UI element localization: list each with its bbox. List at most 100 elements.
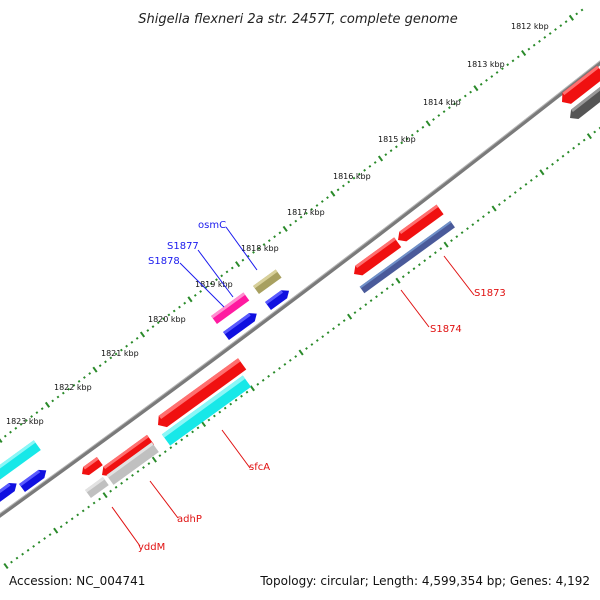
inner-tick-mark — [407, 271, 411, 275]
outer-tick-mark — [139, 331, 146, 338]
inner-tick-mark — [288, 359, 292, 362]
label-S1877[interactable]: S1877 — [167, 241, 199, 252]
label-adhP[interactable]: adhP — [177, 514, 202, 525]
outer-tick-mark — [0, 436, 3, 444]
outer-tick-mark — [389, 149, 393, 153]
label-yddM[interactable]: yddM — [138, 542, 165, 553]
outer-tick-mark — [44, 401, 51, 408]
gene-yddM-red-feature[interactable] — [79, 457, 103, 478]
outer-tick-mark — [267, 239, 271, 242]
inner-tick-mark — [539, 169, 545, 176]
inner-tick-mark — [180, 438, 184, 442]
inner-tick-mark — [59, 525, 63, 529]
outer-tick-mark — [72, 383, 76, 387]
gene-S1878-feature[interactable] — [211, 292, 250, 325]
gene-S1873b-feature[interactable] — [394, 204, 444, 245]
gene-adhP-red-feature[interactable] — [98, 434, 155, 480]
inner-tick-mark — [169, 446, 173, 450]
outer-tick-mark — [564, 20, 568, 24]
inner-tick-mark — [359, 307, 362, 310]
outer-tick-mark — [199, 290, 202, 293]
inner-tick-mark — [513, 191, 517, 194]
label-S1873[interactable]: S1873 — [474, 288, 506, 299]
inner-tick-mark — [487, 211, 491, 214]
outer-tick-mark — [130, 340, 134, 344]
inner-tick-mark — [598, 126, 600, 130]
inner-tick-mark — [491, 205, 497, 212]
label-sfcA[interactable]: sfcA — [249, 462, 270, 473]
inner-tick-mark — [353, 311, 357, 314]
inner-tick-mark — [347, 313, 353, 320]
inner-tick-mark — [395, 277, 401, 284]
gene-adhP-feature[interactable] — [106, 442, 159, 485]
tick-label-1816: 1816 kbp — [333, 172, 371, 181]
outer-tick-mark — [538, 39, 541, 43]
inner-tick-mark — [272, 371, 276, 374]
accession-text: Accession: NC_004741 — [9, 574, 146, 588]
inner-tick-mark — [466, 227, 469, 230]
gene-S1873-feature[interactable] — [350, 237, 402, 278]
gene-blue-feature[interactable] — [265, 287, 292, 311]
outer-tick-mark — [235, 261, 241, 268]
gene-right-gray-feature[interactable] — [566, 86, 600, 123]
inner-tick-mark — [174, 442, 178, 446]
inner-tick-mark — [136, 470, 140, 473]
outer-tick-mark — [521, 49, 527, 57]
gene-S1874-feature[interactable] — [359, 220, 455, 294]
inner-tick-mark — [364, 303, 368, 306]
gene-S1877-feature[interactable] — [223, 310, 260, 341]
label-S1878[interactable]: S1878 — [148, 256, 180, 267]
inner-tick-mark — [81, 509, 85, 513]
inner-tick-mark — [163, 450, 167, 454]
inner-tick-mark — [551, 162, 554, 166]
outer-tick-mark — [395, 145, 398, 149]
label-S1874[interactable]: S1874 — [430, 324, 462, 335]
outer-tick-mark — [400, 141, 404, 145]
gene-sfcA-red-feature[interactable] — [154, 358, 247, 430]
gene-blue-left2-feature[interactable] — [19, 466, 49, 493]
tick-label-1818: 1818 kbp — [241, 244, 279, 253]
gene-cyan-left-feature[interactable] — [0, 440, 41, 483]
gene-yddM-feature[interactable] — [85, 477, 109, 499]
outer-tick-mark — [342, 184, 345, 188]
inner-tick-mark — [21, 552, 24, 556]
outer-tick-mark — [432, 118, 435, 121]
inner-tick-mark — [147, 462, 151, 465]
outer-tick-mark — [282, 225, 288, 232]
inner-tick-mark — [283, 363, 287, 366]
inner-tick-mark — [450, 239, 453, 242]
gene-labels: osmC S1877 S1878 S1873 S1874 sfcA adhP y… — [138, 220, 506, 553]
outer-tick-mark — [469, 90, 472, 94]
outer-tick-mark — [257, 247, 261, 250]
outer-tick-mark — [479, 82, 483, 86]
gene-right-red-feature[interactable] — [558, 65, 600, 108]
outer-tick-mark — [326, 196, 329, 199]
inner-tick-mark — [428, 255, 432, 259]
inner-tick-mark — [267, 374, 270, 378]
inner-tick-mark — [37, 541, 41, 544]
outer-tick-mark — [92, 366, 98, 373]
gene-osmC-feature[interactable] — [253, 269, 282, 295]
tick-labels: 1812 kbp 1813 kbp 1814 kbp 1815 kbp 1816… — [6, 22, 549, 426]
outer-tick-mark — [172, 309, 176, 313]
outer-tick-mark — [473, 85, 479, 92]
outer-tick-mark — [506, 63, 510, 67]
outer-tick-mark — [98, 364, 102, 368]
inner-tick-mark — [577, 142, 581, 146]
outer-tick-mark — [289, 223, 292, 227]
outer-tick-mark — [320, 200, 324, 203]
inner-tick-mark — [114, 485, 118, 489]
gene-blue-left-feature[interactable] — [0, 479, 20, 505]
inner-tick-mark — [545, 166, 549, 170]
label-osmC[interactable]: osmC — [198, 220, 226, 231]
leader-sfcA — [221, 429, 251, 469]
inner-tick-mark — [315, 339, 319, 342]
inner-tick-mark — [455, 235, 459, 238]
outer-tick-mark — [146, 329, 150, 332]
reverse-features — [79, 65, 600, 499]
outer-tick-mark — [109, 356, 113, 360]
gene-sfcA-feature[interactable] — [161, 375, 252, 446]
outer-tick-mark — [114, 352, 118, 356]
outer-tick-ring — [0, 8, 584, 444]
forward-features — [0, 269, 292, 505]
